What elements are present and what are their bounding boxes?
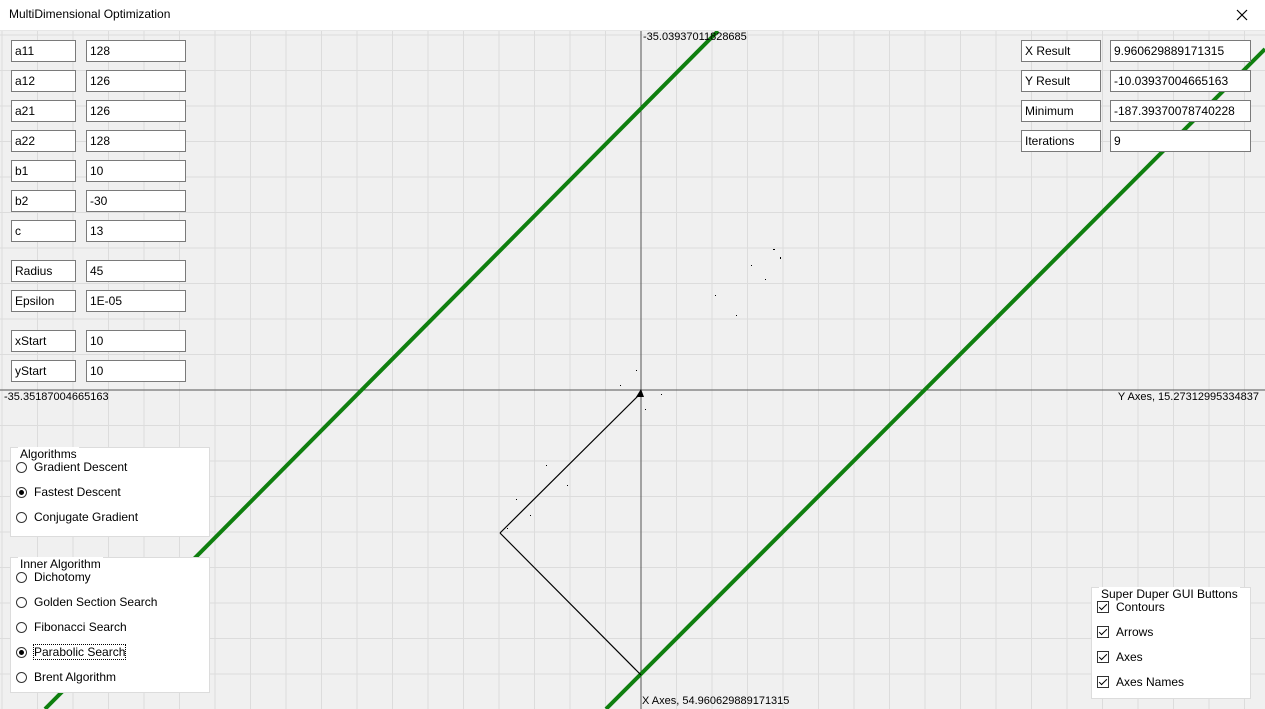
radio-label: Dichotomy: [34, 570, 91, 584]
result-label-y: Y Result: [1021, 70, 1101, 92]
checkbox-checked-icon: [1097, 601, 1109, 613]
gui-buttons-group: Super Duper GUI Buttons Contours Arrows …: [1091, 587, 1251, 699]
algorithms-group: Algorithms Gradient Descent Fastest Desc…: [10, 447, 210, 537]
param-label-xstart: xStart: [11, 330, 76, 352]
gui-buttons-group-title: Super Duper GUI Buttons: [1099, 587, 1240, 601]
radio-circle-icon: [16, 596, 27, 608]
radio-label: Brent Algorithm: [34, 670, 117, 684]
result-label-x: X Result: [1021, 40, 1101, 62]
checkbox-label: Arrows: [1116, 625, 1154, 639]
param-input-ystart[interactable]: 10: [86, 360, 186, 382]
contour-line-2: [604, 47, 1265, 709]
result-label-minimum: Minimum: [1021, 100, 1101, 122]
param-input-a11[interactable]: 128: [86, 40, 186, 62]
param-input-xstart[interactable]: 10: [86, 330, 186, 352]
checkbox-contours[interactable]: Contours: [1097, 598, 1165, 616]
checkbox-label: Axes Names: [1116, 675, 1185, 689]
result-value-iterations[interactable]: 9: [1110, 130, 1251, 152]
descent-path: [499, 392, 642, 676]
param-label-ystart: yStart: [11, 360, 76, 382]
algorithms-group-title: Algorithms: [18, 447, 79, 461]
inner-algorithm-group-title: Inner Algorithm: [18, 557, 103, 571]
result-label-iterations: Iterations: [1021, 130, 1101, 152]
param-label-epsilon: Epsilon: [11, 290, 76, 312]
checkbox-checked-icon: [1097, 626, 1109, 638]
path-segment-2: [499, 392, 642, 534]
radio-circle-icon: [16, 621, 27, 633]
param-input-epsilon[interactable]: 1E-05: [86, 290, 186, 312]
y-axis-top-value: -35.03937011828685: [643, 31, 747, 43]
param-input-radius[interactable]: 45: [86, 260, 186, 282]
radio-circle-icon: [16, 571, 27, 583]
radio-fastest-descent[interactable]: Fastest Descent: [16, 483, 121, 501]
param-input-b1[interactable]: 10: [86, 160, 186, 182]
y-axes-name-label: Y Axes, 15.27312995334837: [1117, 391, 1259, 403]
param-label-c: c: [11, 220, 76, 242]
radio-golden-section-search[interactable]: Golden Section Search: [16, 593, 157, 611]
param-label-b1: b1: [11, 160, 76, 182]
checkbox-label: Contours: [1116, 600, 1165, 614]
radio-brent-algorithm[interactable]: Brent Algorithm: [16, 668, 116, 686]
radio-circle-icon: [16, 461, 27, 473]
param-input-a12[interactable]: 126: [86, 70, 186, 92]
checkbox-axes-names[interactable]: Axes Names: [1097, 673, 1184, 691]
result-value-y[interactable]: -10.03937004665163: [1110, 70, 1251, 92]
radio-conjugate-gradient[interactable]: Conjugate Gradient: [16, 508, 138, 526]
x-axes-name-label: X Axes, 54.960629889171315: [642, 695, 790, 707]
checkbox-checked-icon: [1097, 651, 1109, 663]
radio-gradient-descent[interactable]: Gradient Descent: [16, 458, 127, 476]
radio-circle-icon: [16, 511, 27, 523]
title-bar: MultiDimensional Optimization: [0, 0, 1265, 31]
radio-label: Fastest Descent: [34, 485, 121, 499]
radio-label: Gradient Descent: [34, 460, 128, 474]
param-label-b2: b2: [11, 190, 76, 212]
window-title: MultiDimensional Optimization: [9, 7, 171, 21]
param-label-a12: a12: [11, 70, 76, 92]
trace-dots: [507, 249, 781, 529]
param-input-b2[interactable]: -30: [86, 190, 186, 212]
param-label-radius: Radius: [11, 260, 76, 282]
radio-selected-icon: [16, 486, 27, 498]
radio-fibonacci-search[interactable]: Fibonacci Search: [16, 618, 127, 636]
param-input-a21[interactable]: 126: [86, 100, 186, 122]
radio-label: Conjugate Gradient: [34, 510, 139, 524]
path-arrowhead: [636, 389, 644, 397]
checkbox-axes[interactable]: Axes: [1097, 648, 1143, 666]
inner-algorithm-group: Inner Algorithm Dichotomy Golden Section…: [10, 557, 210, 693]
param-label-a21: a21: [11, 100, 76, 122]
path-segment-1: [499, 532, 642, 676]
close-icon: [1236, 9, 1248, 21]
radio-dichotomy[interactable]: Dichotomy: [16, 568, 91, 586]
radio-label: Fibonacci Search: [34, 620, 127, 634]
checkbox-arrows[interactable]: Arrows: [1097, 623, 1153, 641]
checkbox-checked-icon: [1097, 676, 1109, 688]
result-value-minimum[interactable]: -187.39370078740228: [1110, 100, 1251, 122]
param-label-a22: a22: [11, 130, 76, 152]
param-input-a22[interactable]: 128: [86, 130, 186, 152]
radio-label: Parabolic Search: [32, 644, 127, 660]
param-input-c[interactable]: 13: [86, 220, 186, 242]
x-axis-left-value: -35.35187004665163: [4, 391, 109, 403]
checkbox-label: Axes: [1116, 650, 1143, 664]
result-value-x[interactable]: 9.960629889171315: [1110, 40, 1251, 62]
close-button[interactable]: [1219, 0, 1265, 30]
radio-parabolic-search[interactable]: Parabolic Search: [16, 643, 127, 661]
param-label-a11: a11: [11, 40, 76, 62]
radio-selected-icon: [16, 646, 27, 658]
radio-label: Golden Section Search: [34, 595, 158, 609]
radio-circle-icon: [16, 671, 27, 683]
